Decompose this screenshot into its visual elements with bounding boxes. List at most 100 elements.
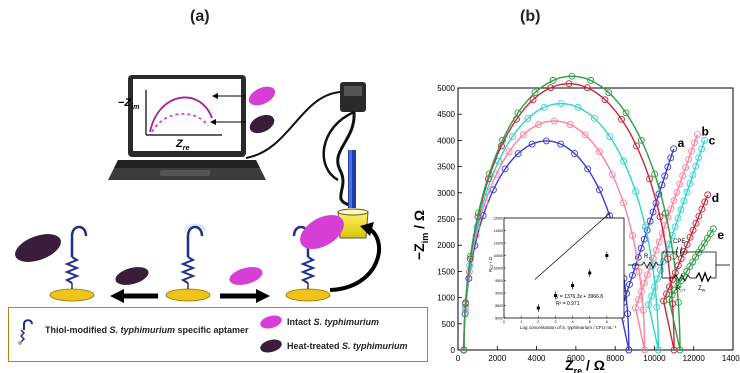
y-tick-label: 3500	[437, 163, 455, 172]
series-label-d: d	[712, 191, 719, 205]
data-point-a	[542, 137, 550, 145]
data-point-e	[466, 252, 474, 260]
data-point-b	[679, 172, 687, 180]
data-point-e	[587, 76, 595, 84]
data-point-c	[606, 133, 614, 141]
data-point-a	[640, 235, 648, 243]
data-point-c	[632, 188, 640, 196]
series-line-a	[463, 140, 675, 351]
data-point-b	[640, 279, 648, 287]
curved-arrow	[329, 226, 382, 292]
data-point-c	[649, 262, 656, 270]
data-point-e	[674, 299, 682, 306]
screen-nyquist-plot	[145, 90, 222, 136]
heat-treated-legend-icon	[260, 339, 282, 353]
data-point-e	[662, 209, 669, 217]
y-tick-label: 1000	[437, 294, 455, 303]
inset-data-point	[553, 294, 557, 297]
inset-y-tick-label: 11000	[494, 242, 504, 246]
data-point-e	[514, 109, 522, 117]
panel-b-label: (b)	[520, 8, 541, 25]
laptop-icon	[108, 75, 266, 180]
data-point-c	[524, 114, 532, 122]
data-point-b	[639, 306, 647, 314]
data-point-d	[646, 175, 653, 183]
data-point-b	[635, 268, 643, 276]
inset-data-point	[536, 306, 540, 310]
inset-fit-line	[534, 212, 611, 280]
electrode-stage-3	[285, 214, 344, 302]
data-point-c	[689, 171, 697, 179]
circuit-cpe-label: CPE	[673, 239, 685, 245]
data-point-b	[655, 238, 663, 246]
data-point-b	[632, 304, 640, 312]
y-tick-label: 4500	[437, 110, 455, 119]
data-point-d	[689, 226, 697, 234]
aptamer-icon	[18, 319, 33, 345]
y-tick-label: 4000	[437, 136, 455, 145]
data-point-b	[667, 205, 675, 213]
inset-data-point	[588, 271, 592, 275]
inset-y-tick-label: 9500	[495, 279, 503, 283]
data-point-c	[668, 232, 676, 239]
inset-x-tick-label: 1	[520, 320, 522, 324]
inset-x-tick-label: 7	[623, 320, 625, 324]
inset-x-tick-label: 6	[606, 320, 608, 324]
y-tick-label: 3000	[437, 189, 455, 198]
data-point-c	[683, 188, 691, 196]
electrode-stage-1	[15, 225, 95, 302]
data-point-c	[677, 206, 685, 213]
data-point-b	[550, 117, 558, 125]
data-point-c	[654, 346, 662, 354]
data-point-b	[595, 148, 603, 156]
data-point-e	[651, 170, 659, 178]
data-point-b	[635, 296, 642, 304]
data-point-c	[701, 136, 709, 144]
inset-y-tick-label: 10500	[493, 254, 503, 258]
intact-legend-icon	[260, 315, 282, 329]
data-point-d	[683, 240, 691, 248]
data-point-d	[695, 212, 703, 220]
data-point-c	[557, 100, 565, 108]
data-point-b	[652, 246, 660, 254]
data-point-a	[655, 190, 663, 198]
data-point-d	[704, 191, 712, 199]
series-label-c: c	[709, 133, 716, 147]
legend-aptamer-label: Thiol-modified S. typhimurium specific a…	[45, 325, 249, 335]
data-point-b	[673, 188, 681, 196]
data-point-d	[701, 198, 709, 206]
inset-x-tick-label: 0	[503, 320, 505, 324]
data-point-a	[667, 154, 675, 162]
x-tick-label: 10000	[643, 354, 666, 363]
data-point-e	[499, 136, 506, 144]
inset-data-point	[605, 254, 609, 257]
inset-y-tick-label: 9000	[495, 292, 503, 296]
panel-a-legend: Thiol-modified S. typhimurium specific a…	[8, 307, 428, 362]
data-point-c	[674, 214, 682, 222]
data-point-d	[529, 96, 537, 104]
data-point-a	[514, 150, 522, 157]
data-point-a	[624, 310, 632, 318]
data-point-b	[581, 131, 589, 139]
data-point-c	[656, 266, 664, 274]
data-point-b	[519, 131, 527, 139]
data-point-e	[462, 299, 469, 306]
x-tick-label: 8000	[606, 354, 624, 363]
data-point-a	[649, 208, 657, 216]
data-point-c	[651, 283, 658, 291]
inset-x-tick-label: 3	[554, 320, 556, 324]
heat-treated-bacterium-icon	[115, 267, 149, 285]
data-point-e	[676, 346, 684, 354]
inset-r2: R² = 0.971	[556, 301, 580, 307]
data-point-c	[695, 154, 703, 162]
data-point-e	[568, 72, 576, 80]
data-point-c	[540, 103, 548, 111]
inset-x-label: Log concentration of S. typhimurium / CF…	[520, 325, 617, 330]
data-point-a	[646, 217, 654, 225]
inset-y-label: RCT / Ω	[488, 256, 494, 272]
data-point-a	[584, 165, 592, 173]
inset-y-tick-label: 10000	[493, 267, 503, 271]
data-point-e	[669, 252, 677, 260]
data-point-e	[709, 225, 717, 233]
inset-data-point	[571, 284, 575, 287]
